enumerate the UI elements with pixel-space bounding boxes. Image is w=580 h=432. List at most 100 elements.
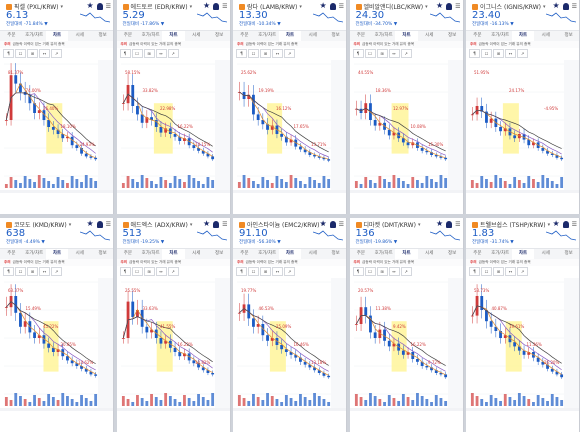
tab-1[interactable]: 호가/차트 [25, 251, 44, 256]
tab-4[interactable]: 정보 [447, 33, 457, 38]
chart-tool-button[interactable]: ☐ [15, 49, 26, 58]
chart-tool-button[interactable]: ↔ [505, 49, 516, 58]
candlestick-chart[interactable]: 53.73% 40.87% 19.61% 11.36% 26.20% [466, 278, 579, 428]
menu-icon[interactable]: ☰ [571, 2, 577, 10]
candlestick-chart[interactable]: 25.62% 19.19% 16.12% 17.65% 13.71% [233, 60, 346, 210]
chart-tool-button[interactable]: ¶ [469, 49, 480, 58]
bell-icon[interactable] [213, 220, 220, 228]
bell-icon[interactable] [329, 220, 336, 228]
tab-3[interactable]: 시세 [75, 251, 84, 256]
chart-tool-button[interactable]: ↔ [39, 49, 50, 58]
coin-selector[interactable]: 트웰브쉽스 (TSHP/KRW) ▾ [472, 220, 550, 229]
candlestick-chart[interactable]: 20.57% 11.38% 9.42% 16.22% 9.72% [349, 278, 463, 428]
tab-2[interactable]: 차트 [45, 31, 69, 41]
tab-4[interactable]: 정보 [331, 33, 340, 38]
chart-tool-button[interactable]: ↔ [505, 267, 516, 276]
chart-tool-button[interactable]: ⊞ [143, 49, 155, 58]
coin-selector[interactable]: 에드토르 (EDR/KRW) ▾ [122, 2, 192, 11]
menu-icon[interactable]: ☰ [571, 220, 577, 228]
chart-tool-button[interactable]: ↗ [51, 49, 62, 58]
candlestick-chart[interactable]: 51.95% 24.17% -4.95% [466, 60, 579, 210]
chart-tool-button[interactable]: ☐ [131, 49, 143, 58]
chart-tool-button[interactable]: ☐ [481, 267, 492, 276]
tab-1[interactable]: 호가/차트 [374, 251, 393, 256]
menu-icon[interactable]: ☰ [222, 2, 228, 10]
chart-tool-button[interactable]: ¶ [236, 267, 247, 276]
chart-tool-button[interactable]: ↔ [155, 49, 167, 58]
tab-2[interactable]: 차트 [511, 31, 535, 41]
chart-tool-button[interactable]: ⊞ [493, 267, 504, 276]
bell-icon[interactable] [562, 220, 569, 228]
tab-3[interactable]: 시세 [425, 33, 434, 38]
tab-3[interactable]: 시세 [192, 33, 201, 38]
chart-tool-button[interactable]: ¶ [352, 267, 364, 276]
tab-0[interactable]: 주문 [7, 251, 16, 256]
bell-icon[interactable] [446, 2, 453, 10]
candlestick-chart[interactable]: 19.77% 46.53% 25.09% 16.46% 13.18% [233, 278, 346, 428]
chart-tool-button[interactable]: ↗ [284, 49, 295, 58]
candlestick-chart[interactable]: 81.37% 74.00% 26.40% 18.10% -24.93% [0, 60, 113, 210]
candlestick-chart[interactable]: 44.55% 18.36% 12.97% 10.08% 15.30% [349, 60, 463, 210]
coin-selector[interactable]: 애드엑스 (ADX/KRW) ▾ [122, 220, 192, 229]
tab-1[interactable]: 호가/차트 [258, 33, 277, 38]
bell-icon[interactable] [213, 2, 220, 10]
bell-icon[interactable] [562, 2, 569, 10]
tab-4[interactable]: 정보 [98, 251, 107, 256]
tab-2[interactable]: 차트 [511, 249, 535, 259]
chart-tool-button[interactable]: ☐ [248, 49, 259, 58]
tab-0[interactable]: 주문 [123, 251, 133, 256]
chart-tool-button[interactable]: ⊞ [260, 49, 271, 58]
tab-2[interactable]: 차트 [395, 31, 418, 41]
menu-icon[interactable]: ☰ [222, 220, 228, 228]
chart-tool-button[interactable]: ⊞ [143, 267, 155, 276]
tab-2[interactable]: 차트 [395, 249, 418, 259]
tab-4[interactable]: 정보 [98, 33, 107, 38]
tab-4[interactable]: 정보 [214, 251, 224, 256]
tab-0[interactable]: 주문 [356, 251, 366, 256]
chart-tool-button[interactable]: ↗ [284, 267, 295, 276]
chart-tool-button[interactable]: ⊞ [376, 267, 388, 276]
menu-icon[interactable]: ☰ [338, 220, 344, 228]
chart-tool-button[interactable]: ↗ [517, 49, 528, 58]
star-icon[interactable]: ★ [202, 219, 211, 228]
coin-selector[interactable]: 이그니스 (IGNIS/KRW) ▾ [472, 2, 546, 11]
bell-icon[interactable] [96, 2, 103, 10]
tab-4[interactable]: 정보 [447, 251, 457, 256]
chart-tool-button[interactable]: ↔ [155, 267, 167, 276]
star-icon[interactable]: ★ [319, 1, 327, 10]
coin-selector[interactable]: 픽셀 (PXL/KRW) ▾ [6, 2, 63, 11]
tab-3[interactable]: 시세 [541, 251, 550, 256]
tab-2[interactable]: 차트 [278, 31, 302, 41]
tab-2[interactable]: 차트 [162, 31, 185, 41]
star-icon[interactable]: ★ [202, 1, 211, 10]
chart-tool-button[interactable]: ⊞ [260, 267, 271, 276]
bell-icon[interactable] [96, 220, 103, 228]
chart-tool-button[interactable]: ⊞ [376, 49, 388, 58]
chart-tool-button[interactable]: ¶ [119, 49, 131, 58]
chart-tool-button[interactable]: ¶ [469, 267, 480, 276]
menu-icon[interactable]: ☰ [455, 220, 461, 228]
tab-0[interactable]: 주문 [473, 33, 482, 38]
chart-tool-button[interactable]: ↔ [388, 49, 400, 58]
tab-0[interactable]: 주문 [7, 33, 16, 38]
tab-1[interactable]: 호가/차트 [258, 251, 277, 256]
candlestick-chart[interactable]: 25.55% 33.63% 41.55% 16.22% 10.82% [116, 278, 230, 428]
chart-tool-button[interactable]: ¶ [3, 49, 14, 58]
tab-2[interactable]: 차트 [162, 249, 185, 259]
tab-3[interactable]: 시세 [75, 33, 84, 38]
tab-4[interactable]: 정보 [564, 33, 573, 38]
tab-0[interactable]: 주문 [240, 33, 249, 38]
tab-2[interactable]: 차트 [278, 249, 302, 259]
chart-tool-button[interactable]: ☐ [481, 49, 492, 58]
chart-tool-button[interactable]: ⊞ [493, 49, 504, 58]
tab-3[interactable]: 시세 [308, 251, 317, 256]
tab-0[interactable]: 주문 [356, 33, 366, 38]
chart-tool-button[interactable]: ¶ [119, 267, 131, 276]
chart-tool-button[interactable]: ☐ [364, 267, 376, 276]
coin-selector[interactable]: 엘비알앤디(LBC/KRW) ▾ [355, 2, 428, 11]
bell-icon[interactable] [446, 220, 453, 228]
chart-tool-button[interactable]: ↔ [388, 267, 400, 276]
chart-tool-button[interactable]: ↔ [39, 267, 50, 276]
star-icon[interactable]: ★ [319, 219, 327, 228]
tab-4[interactable]: 정보 [331, 251, 340, 256]
